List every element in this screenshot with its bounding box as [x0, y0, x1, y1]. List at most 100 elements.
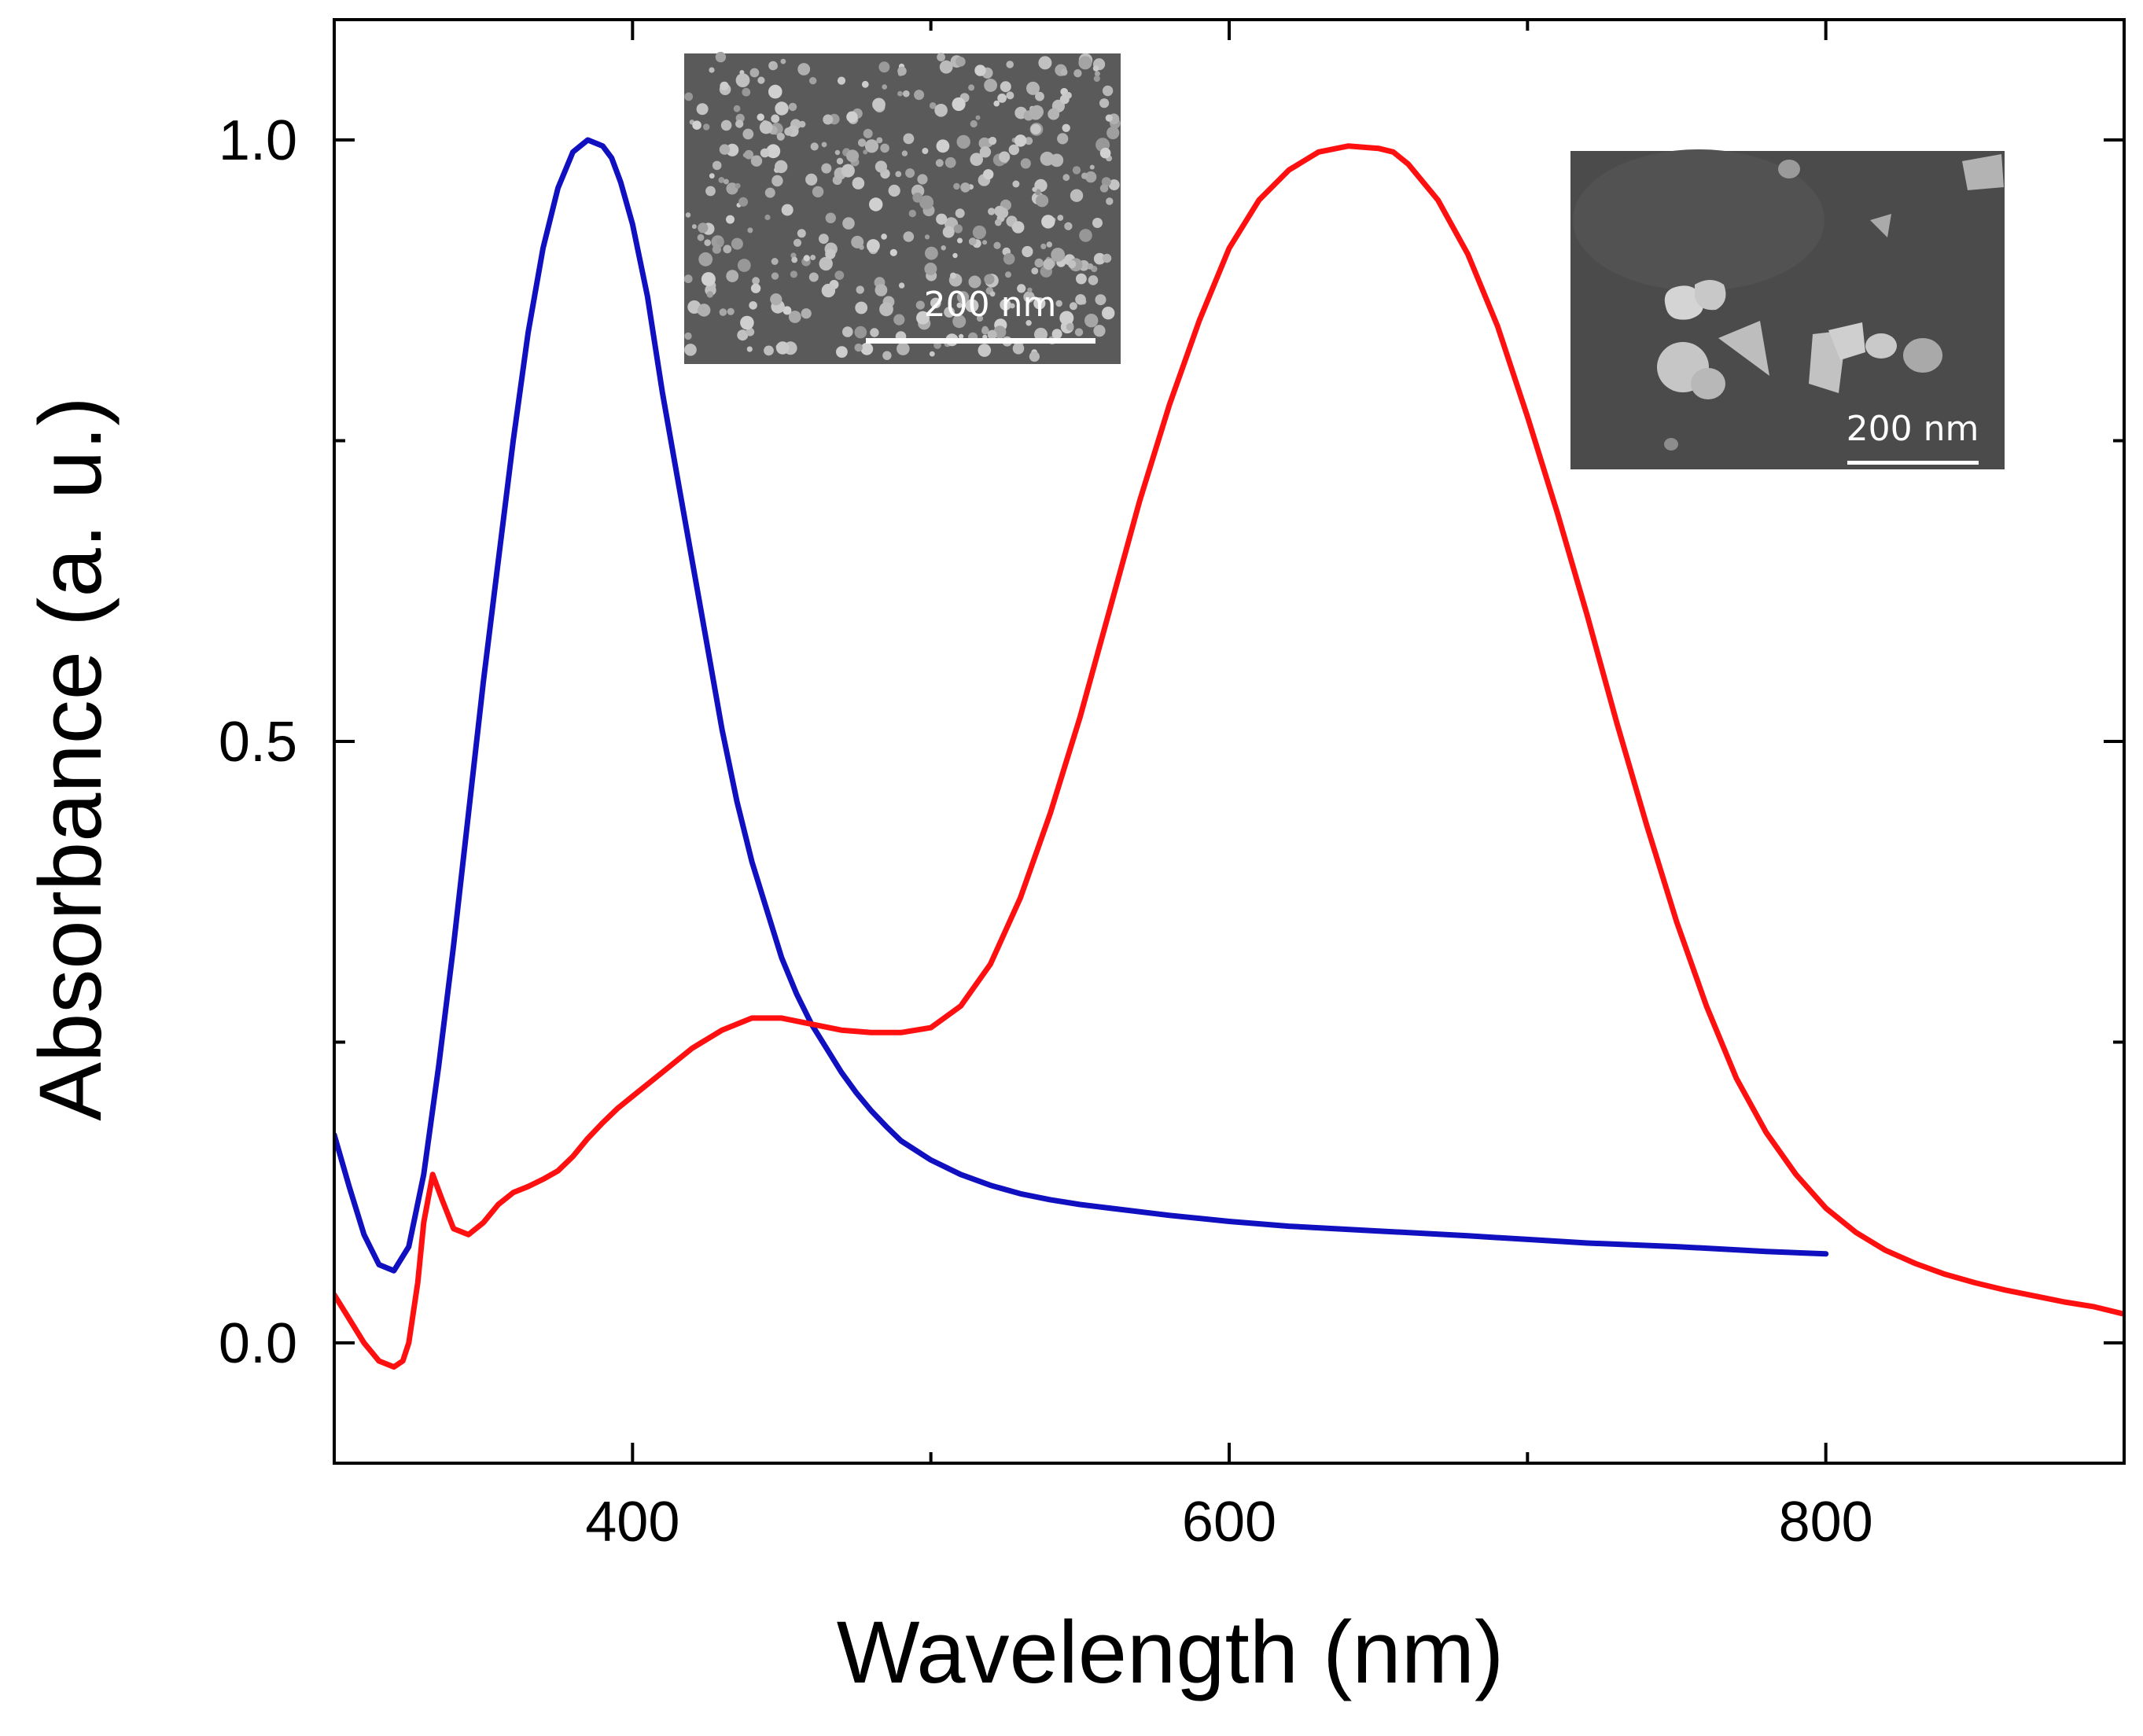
sem-particle [1034, 178, 1048, 193]
sem-particle [1036, 194, 1049, 208]
sem-particle [738, 197, 749, 207]
sem-particle [882, 84, 887, 90]
sem-particle [1032, 186, 1037, 193]
sem-particle [793, 238, 802, 247]
sem-particle [914, 90, 925, 101]
sem-particle [968, 275, 981, 289]
sem-particle [740, 315, 754, 330]
sem-particle [805, 173, 818, 186]
sem-particle [709, 67, 715, 73]
sem-particle [965, 299, 979, 313]
sem-particle [790, 270, 798, 278]
sem-particle [718, 177, 725, 183]
sem-particle [746, 327, 755, 337]
sem-particle [1099, 98, 1110, 108]
sem-particle [870, 328, 879, 337]
sem-particle [1027, 287, 1033, 293]
sem-particle [976, 314, 984, 322]
sem-particle [944, 307, 955, 318]
sem-particle [956, 302, 963, 308]
sem-particle [975, 115, 981, 120]
y-axis-title: Absorbance (a. u.) [21, 396, 120, 1120]
sem-inset-nanoplates: 200 nm [1570, 149, 2005, 469]
sem-particle [836, 157, 844, 165]
sem-particle [1025, 137, 1033, 145]
sem-particle [1031, 267, 1039, 274]
sem-particle [1033, 297, 1046, 310]
sem-particle [719, 308, 727, 316]
sem-particle [1102, 85, 1114, 97]
sem-particle [956, 291, 970, 303]
sem-particle [1104, 309, 1111, 317]
sem-particle [771, 258, 779, 265]
sem-particle [684, 344, 697, 356]
sem-particle [1072, 166, 1081, 175]
sem-particle [1057, 133, 1069, 145]
sem-particle [715, 51, 727, 63]
sem-particle [1048, 108, 1060, 120]
sem-particle [757, 76, 765, 84]
sem-particle [837, 76, 846, 85]
sem-particle [919, 195, 934, 210]
sem-particle [988, 208, 996, 215]
x-tick-label: 400 [585, 1491, 679, 1554]
sem-particle [863, 128, 873, 138]
sem-particle [1029, 351, 1040, 362]
sem-particle [771, 175, 783, 187]
sem-particle [821, 142, 827, 148]
sem-particle [1079, 229, 1092, 242]
sem-particle [747, 227, 753, 234]
sem-particle [936, 213, 948, 225]
sem-particle [903, 133, 915, 145]
sem-particle [797, 229, 806, 238]
sem-particle [993, 100, 1000, 107]
sem-particle [771, 272, 779, 280]
sem-particle [1084, 314, 1099, 328]
sem-particle [1092, 218, 1103, 228]
sem-particle [957, 237, 963, 244]
sem-particle [1064, 223, 1071, 230]
sem-particle [1041, 215, 1055, 229]
sem-particle [810, 142, 819, 151]
sem-particle [1011, 221, 1025, 234]
sem-particle [854, 326, 867, 339]
sem-particle [733, 105, 741, 112]
sem-particle [723, 178, 729, 185]
sem-particle [994, 219, 1002, 226]
plot-frame [333, 18, 2126, 1465]
sem-particle [766, 144, 781, 159]
sem-particle [882, 351, 892, 360]
sem-particle [935, 159, 944, 167]
sem-particle [864, 139, 879, 153]
sem-particle [897, 90, 903, 97]
sem-particle [983, 169, 994, 180]
sem-particle [1059, 311, 1074, 326]
sem-particle [698, 252, 713, 267]
sem-particle [1046, 241, 1053, 248]
sem-particle [1095, 294, 1106, 306]
sem-particle [875, 284, 888, 296]
sem-particle [716, 237, 724, 246]
sem-particle [901, 150, 908, 156]
sem-particle [872, 97, 886, 112]
sem-particle [876, 137, 883, 144]
sem-particle [922, 148, 929, 154]
sem-particle [1093, 75, 1100, 83]
sem-particle [936, 139, 950, 153]
sem-particle [879, 302, 893, 317]
sem-particle [706, 291, 713, 298]
sem-particle [735, 73, 750, 87]
sem-particle [1051, 329, 1062, 340]
sem-particle [880, 143, 889, 153]
sem-particle [1008, 144, 1020, 156]
y-tick-label: 1.0 [219, 109, 297, 172]
sem-particle [775, 341, 790, 355]
sem-particle [952, 252, 958, 259]
sem-particle [1062, 174, 1070, 182]
sem-particle [834, 149, 841, 156]
sem-particle [1066, 322, 1074, 331]
sem-particle [1040, 243, 1047, 249]
sem-particle [1020, 158, 1031, 169]
sem-particle [750, 155, 763, 167]
sem-particle [978, 344, 992, 357]
